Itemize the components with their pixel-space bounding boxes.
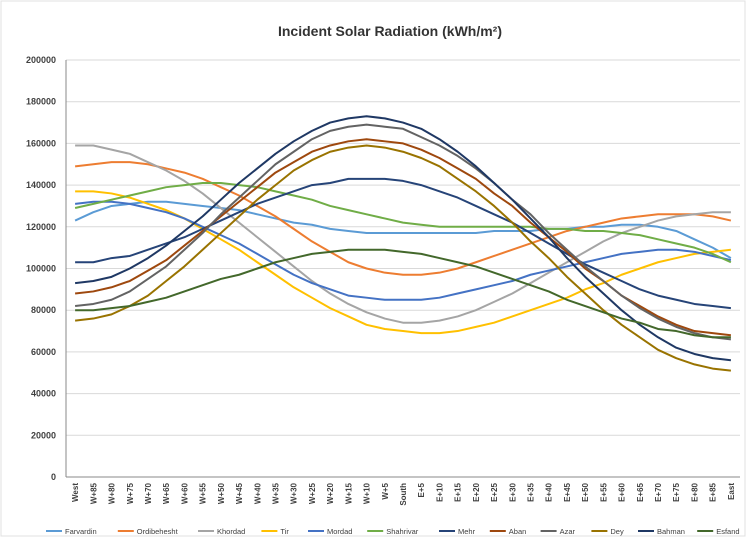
x-tick-label: W+85 — [89, 482, 98, 504]
legend-label: Azar — [560, 527, 576, 536]
x-tick-label: W+10 — [363, 482, 372, 504]
y-tick-label: 120000 — [26, 222, 56, 232]
x-tick-label: E+10 — [435, 482, 444, 501]
x-tick-label: W+40 — [253, 482, 262, 504]
legend-label: Shahrivar — [386, 527, 419, 536]
legend-label: Dey — [610, 527, 624, 536]
x-tick-label: E+20 — [472, 482, 481, 501]
y-tick-label: 20000 — [31, 430, 56, 440]
x-tick-label: W+45 — [235, 482, 244, 504]
x-tick-label: W+5 — [381, 482, 390, 499]
x-tick-label: E+5 — [417, 482, 426, 497]
x-tick-label: E+15 — [454, 482, 463, 501]
x-tick-label: W+30 — [290, 482, 299, 504]
x-tick-label: E+35 — [527, 482, 536, 501]
series-line — [74, 200, 732, 301]
y-tick-label: 80000 — [31, 305, 56, 315]
y-tick-label: 160000 — [26, 138, 56, 148]
series-line — [74, 182, 732, 264]
legend-label: Esfand — [716, 527, 739, 536]
x-tick-label: E+30 — [508, 482, 517, 501]
y-tick-label: 140000 — [26, 180, 56, 190]
x-tick-label: W+80 — [108, 482, 117, 504]
x-tick-label: W+25 — [308, 482, 317, 504]
x-tick-label: E+80 — [690, 482, 699, 501]
legend-label: Mordad — [327, 527, 352, 536]
y-tick-label: 60000 — [31, 347, 56, 357]
x-tick-label: E+60 — [618, 482, 627, 501]
x-tick-label: East — [727, 483, 736, 500]
x-tick-label: W+65 — [162, 482, 171, 504]
series-line — [74, 161, 732, 276]
series-line — [74, 123, 732, 341]
x-tick-label: W+60 — [180, 482, 189, 504]
series-line — [74, 115, 732, 362]
x-tick-label: E+75 — [672, 482, 681, 501]
y-tick-label: 200000 — [26, 55, 56, 65]
x-tick-label: West — [71, 483, 80, 502]
x-tick-label: E+65 — [636, 482, 645, 501]
x-tick-label: South — [399, 483, 408, 506]
legend-label: Tir — [280, 527, 289, 536]
legend-label: Aban — [509, 527, 527, 536]
x-tick-label: E+25 — [490, 482, 499, 501]
series-line — [74, 144, 732, 372]
series-line — [75, 248, 731, 339]
x-tick-label: E+55 — [599, 482, 608, 501]
x-tick-label: E+50 — [581, 482, 590, 501]
x-tick-label: E+40 — [545, 482, 554, 501]
y-tick-label: 180000 — [26, 97, 56, 107]
x-tick-label: E+85 — [709, 482, 718, 501]
x-tick-label: W+75 — [126, 482, 135, 504]
series-line — [75, 177, 732, 310]
series-line — [74, 200, 732, 259]
legend-label: Mehr — [458, 527, 476, 536]
x-tick-label: W+70 — [144, 482, 153, 504]
y-tick-label: 40000 — [31, 389, 56, 399]
chart-title: Incident Solar Radiation (kWh/m²) — [278, 23, 502, 39]
x-tick-label: W+50 — [217, 482, 226, 504]
x-tick-label: E+45 — [563, 482, 572, 501]
y-tick-label: 100000 — [26, 264, 56, 274]
x-tick-label: W+35 — [271, 482, 280, 504]
legend-label: Bahman — [657, 527, 685, 536]
y-tick-label: 0 — [51, 472, 56, 482]
x-tick-label: W+55 — [199, 482, 208, 504]
legend-label: Farvardin — [65, 527, 97, 536]
legend-label: Khordad — [217, 527, 245, 536]
x-tick-label: E+70 — [654, 482, 663, 501]
legend-label: Ordibehesht — [137, 527, 179, 536]
x-tick-label: W+15 — [344, 482, 353, 504]
x-tick-label: W+20 — [326, 482, 335, 504]
